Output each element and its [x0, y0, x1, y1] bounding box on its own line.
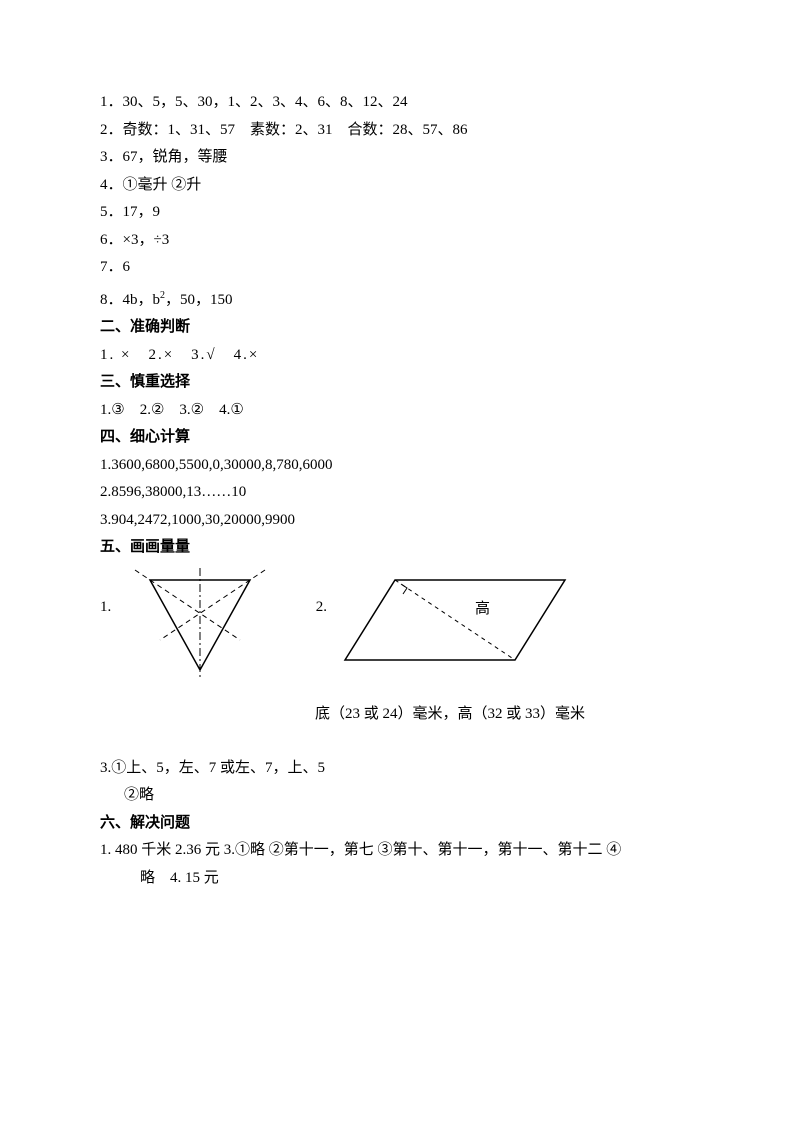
- triangle-shape: [150, 580, 250, 670]
- parallelogram-height-label: 高: [475, 600, 490, 617]
- parallelogram-figure: 高: [335, 565, 585, 685]
- s1-item-2: 2．奇数：1、31、57 素数：2、31 合数：28、57、86: [100, 118, 693, 144]
- s3-content: 1.③ 2.② 3.② 4.①: [100, 398, 693, 424]
- s1-item-6: 6．×3，÷3: [100, 228, 693, 254]
- s3-heading: 三、慎重选择: [100, 370, 693, 396]
- s6-l1: 1. 480 千米 2.36 元 3.①略 ②第十一，第七 ③第十、第十一，第十…: [100, 838, 693, 864]
- figure-caption: 底（23 或 24）毫米，高（32 或 33）毫米: [315, 702, 693, 728]
- s1-item-3: 3．67，锐角，等腰: [100, 145, 693, 171]
- figure-row: 1. 2. 高: [100, 565, 693, 695]
- s5-heading: 五、画画量量: [100, 535, 693, 561]
- s1-item-1: 1．30、5，5、30，1、2、3、4、6、8、12、24: [100, 90, 693, 116]
- s4-heading: 四、细心计算: [100, 425, 693, 451]
- triangle-figure: [120, 565, 280, 695]
- right-angle-marker: [401, 584, 407, 594]
- s4-l2: 2.8596,38000,13……10: [100, 480, 693, 506]
- s6-heading: 六、解决问题: [100, 811, 693, 837]
- s1-item-4: 4．①毫升 ②升: [100, 173, 693, 199]
- s1-item-5: 5．17，9: [100, 200, 693, 226]
- s2-heading: 二、准确判断: [100, 315, 693, 341]
- s5-item3-l2: ②略: [100, 783, 693, 809]
- figure2-label: 2.: [280, 565, 335, 621]
- s1-item-8-suffix: ，50，150: [165, 292, 233, 308]
- s6-l2: 略 4. 15 元: [100, 866, 693, 892]
- s5-item3-l1: 3.①上、5，左、7 或左、7，上、5: [100, 756, 693, 782]
- s4-l3: 3.904,2472,1000,30,20000,9900: [100, 508, 693, 534]
- s2-content: 1. × 2.× 3.√ 4.×: [100, 343, 693, 369]
- s1-item-8-prefix: 8．4b，b: [100, 292, 160, 308]
- figure1-label: 1.: [100, 565, 120, 621]
- parallelogram-height: [395, 580, 515, 660]
- s1-item-7: 7．6: [100, 255, 693, 281]
- s4-l1: 1.3600,6800,5500,0,30000,8,780,6000: [100, 453, 693, 479]
- s1-item-8: 8．4b，b2，50，150: [100, 287, 693, 314]
